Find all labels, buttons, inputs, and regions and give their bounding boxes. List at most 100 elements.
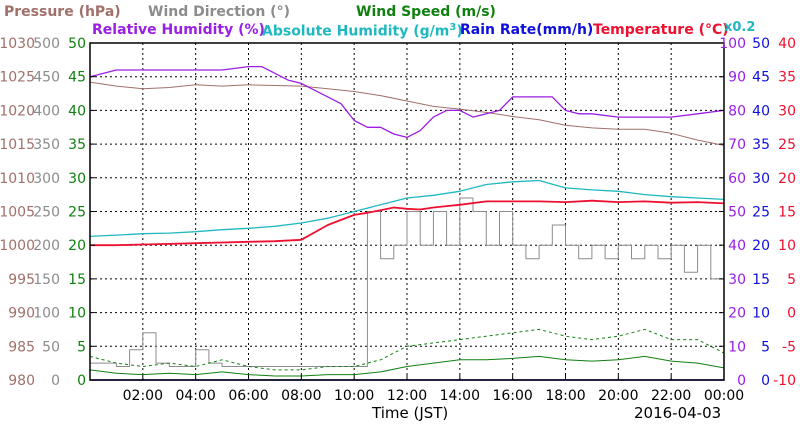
y-tick-label-pressure: 985 [8,339,35,355]
legend-pressure-label: Pressure (hPa) [4,4,121,20]
x-tick-label: 00:00 [704,388,744,404]
y-tick-label-wind-speed: 15 [68,272,86,288]
y-tick-label-temperature: 25 [778,137,796,153]
y-tick-label-wind-direction: 400 [33,103,60,119]
y-tick-label-pressure: 1000 [0,238,35,254]
y-tick-label-wind-direction: 300 [33,171,60,187]
legend-relative-humidity: Relative Humidity (%) [92,22,265,38]
legend-wind-direction-label: Wind Direction (°) [148,4,290,20]
y-tick-label-rain-rate: 50 [752,36,770,52]
series-line-wind-speed-m-s-max [89,328,725,371]
chart-tick-labels: 1030102510201015101010051000995990985980… [0,36,796,404]
legend-absolute-humidity: Absolute Humidity (g/m3) [262,22,463,40]
series-line-temperature-c [90,199,725,247]
legend-absolute-humidity-label: Absolute Humidity (g/m [262,23,450,40]
legend-temperature-label: Temperature (°C) [593,22,729,38]
y-tick-label-relative-humidity: 60 [728,171,746,187]
y-tick-label-temperature: 35 [778,70,796,86]
y-tick-label-relative-humidity: 70 [728,137,746,153]
legend-pressure: Pressure (hPa) [4,4,121,20]
series-line-absolute-humidity-g-m3 [89,179,725,238]
y-tick-label-temperature: 0 [787,306,796,322]
y-tick-label-pressure: 1005 [0,205,35,221]
y-tick-label-wind-direction: 500 [33,36,60,52]
y-tick-label-wind-speed: 25 [68,205,86,221]
legend-temperature: Temperature (°C) [593,22,729,38]
series-line-wind-speed-m-s-mean [89,355,725,377]
x-tick-label: 18:00 [545,388,585,404]
legend-scale-note: x0.2 [724,20,755,35]
y-tick-label-relative-humidity: 100 [719,36,746,52]
y-tick-label-wind-speed: 50 [68,36,86,52]
y-tick-label-rain-rate: 40 [752,103,770,119]
y-tick-label-relative-humidity: 80 [728,103,746,119]
y-tick-label-wind-speed: 0 [77,373,86,389]
y-tick-label-rain-rate: 20 [752,238,770,254]
y-tick-label-wind-direction: 450 [33,70,60,86]
chart-grid [90,43,724,380]
y-tick-label-relative-humidity: 30 [728,272,746,288]
y-tick-label-temperature: 5 [787,272,796,288]
chart-date: 2016-04-03 [634,404,722,422]
y-tick-label-pressure: 995 [8,272,35,288]
legend-scale-note-label: x0.2 [724,20,756,35]
x-tick-label: 02:00 [123,388,163,404]
y-tick-label-wind-direction: 150 [33,272,60,288]
y-tick-label-pressure: 990 [8,306,35,322]
legend-rain-rate-label: Rain Rate(mm/h) [460,22,594,38]
y-tick-label-wind-speed: 10 [68,306,86,322]
legend-wind-speed-label: Wind Speed (m/s) [356,4,496,20]
y-tick-label-pressure: 1010 [0,171,35,187]
legend-wind-speed: Wind Speed (m/s) [356,4,496,20]
y-tick-label-temperature: 30 [778,103,796,119]
chart-frame [89,42,725,381]
y-tick-label-rain-rate: 0 [761,373,770,389]
y-tick-label-wind-direction: 100 [33,306,60,322]
x-tick-label: 22:00 [651,388,691,404]
legend-rain-rate: Rain Rate(mm/h) [460,22,593,38]
y-tick-label-pressure: 1020 [0,103,35,119]
x-tick-label: 14:00 [440,388,480,404]
legend-relative-humidity-label: Relative Humidity (%) [92,22,265,38]
y-tick-label-relative-humidity: 50 [728,205,746,221]
y-tick-label-pressure: 1030 [0,36,35,52]
y-tick-label-wind-direction: 50 [42,339,60,355]
series-line-wind-direction [90,197,724,367]
y-tick-label-temperature: 40 [778,36,796,52]
series-line-pressure-hpa [89,81,725,146]
legend-absolute-humidity-sup: 3 [449,22,457,33]
y-tick-label-wind-speed: 40 [68,103,86,119]
x-tick-label: 08:00 [281,388,321,404]
y-tick-label-pressure: 1015 [0,137,35,153]
y-tick-label-rain-rate: 25 [752,205,770,221]
x-tick-label: 10:00 [334,388,374,404]
x-tick-label: 16:00 [492,388,532,404]
y-tick-label-relative-humidity: 40 [728,238,746,254]
y-tick-label-wind-speed: 45 [68,70,86,86]
y-tick-label-wind-speed: 30 [68,171,86,187]
y-tick-label-rain-rate: 10 [752,306,770,322]
y-tick-label-pressure: 1025 [0,70,35,86]
y-tick-label-relative-humidity: 90 [728,70,746,86]
y-tick-label-rain-rate: 45 [752,70,770,86]
y-tick-label-rain-rate: 15 [752,272,770,288]
y-tick-label-relative-humidity: 10 [728,339,746,355]
legend-absolute-humidity-close: ) [456,23,463,40]
y-tick-label-relative-humidity: 20 [728,306,746,322]
y-tick-label-temperature: -5 [782,339,796,355]
y-tick-label-wind-direction: 250 [33,205,60,221]
y-tick-label-rain-rate: 5 [761,339,770,355]
y-tick-label-temperature: 20 [778,171,796,187]
y-tick-label-temperature: 10 [778,238,796,254]
x-tick-label: 06:00 [228,388,268,404]
x-axis-title: Time (JST) [372,404,449,422]
y-tick-label-relative-humidity: 0 [737,373,746,389]
y-tick-label-wind-direction: 350 [33,137,60,153]
y-tick-label-wind-speed: 35 [68,137,86,153]
y-tick-label-temperature: -10 [773,373,796,389]
y-tick-label-wind-direction: 0 [51,373,60,389]
y-tick-label-wind-direction: 200 [33,238,60,254]
chart-series [89,65,725,381]
y-tick-label-rain-rate: 35 [752,137,770,153]
